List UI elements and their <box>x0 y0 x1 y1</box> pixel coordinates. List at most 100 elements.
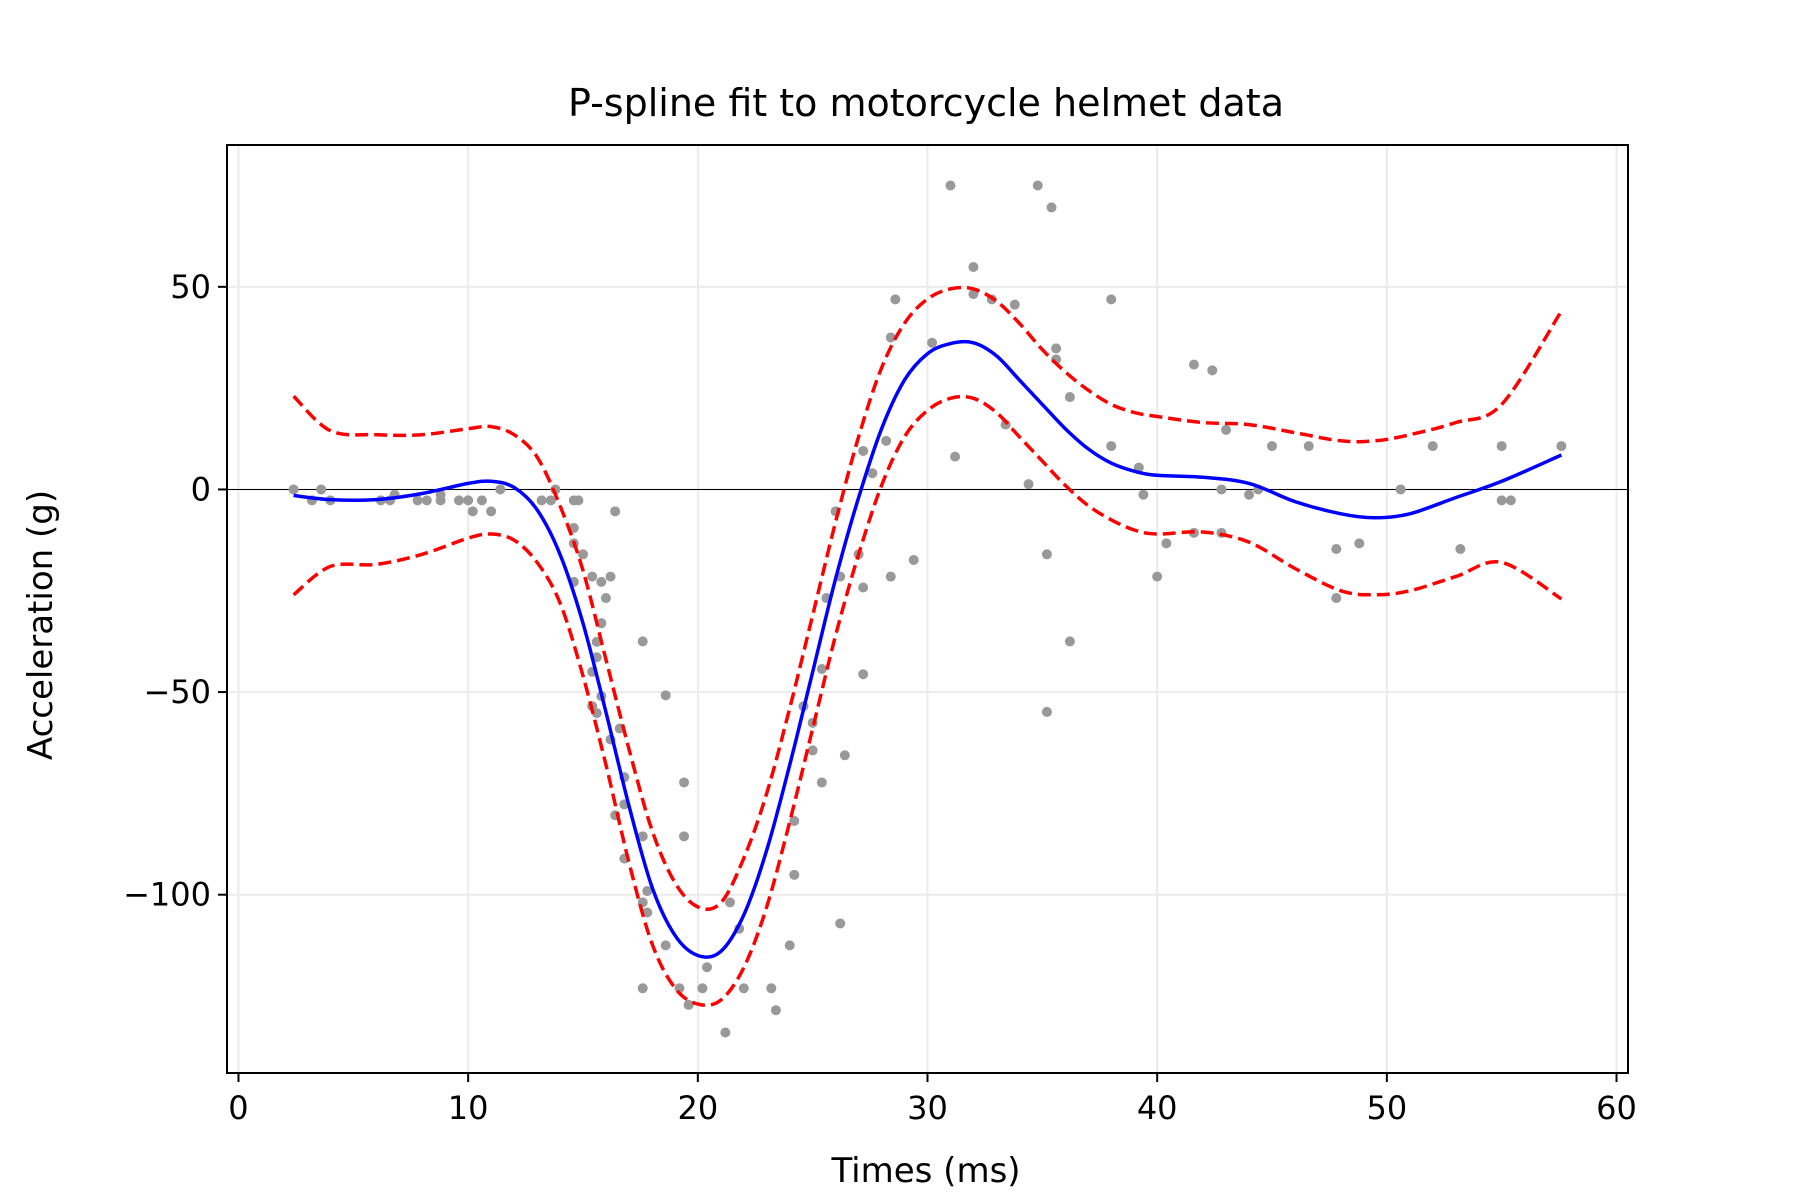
data-point <box>1221 424 1232 435</box>
y-tick-label: 0 <box>191 470 211 508</box>
data-point <box>968 261 979 272</box>
data-point <box>908 554 919 565</box>
data-point <box>1395 484 1406 495</box>
data-point <box>288 484 299 495</box>
data-point <box>1207 365 1218 376</box>
data-point <box>467 506 478 517</box>
data-point <box>642 907 653 918</box>
data-point <box>679 777 690 788</box>
data-point <box>573 495 584 506</box>
data-point <box>1556 441 1567 452</box>
data-point <box>1455 544 1466 555</box>
data-point <box>1161 538 1172 549</box>
data-point <box>1267 441 1278 452</box>
lower-band-line <box>292 394 1563 1008</box>
chart-title: P-spline fit to motorcycle helmet data <box>568 81 1284 125</box>
data-point <box>1106 441 1117 452</box>
data-point <box>890 294 901 305</box>
data-point <box>1354 538 1365 549</box>
x-tick-label: 40 <box>1137 1089 1178 1127</box>
x-tick-label: 30 <box>907 1089 948 1127</box>
data-point <box>766 983 777 994</box>
data-point <box>724 897 735 908</box>
data-point <box>1331 544 1342 555</box>
data-point <box>807 745 818 756</box>
data-point <box>1427 441 1438 452</box>
data-point <box>435 495 446 506</box>
data-point <box>463 495 474 506</box>
data-point <box>642 886 653 897</box>
data-point <box>816 777 827 788</box>
y-tick-label: −100 <box>123 876 211 914</box>
data-point <box>789 869 800 880</box>
data-point <box>674 983 685 994</box>
data-point <box>1216 484 1227 495</box>
fit-line <box>293 339 1563 959</box>
data-point <box>637 636 648 647</box>
x-tick-label: 0 <box>228 1089 248 1127</box>
data-point <box>816 663 827 674</box>
data-point <box>950 451 961 462</box>
data-point <box>784 940 795 951</box>
data-point <box>697 983 708 994</box>
data-point <box>1188 359 1199 370</box>
data-point <box>591 708 602 719</box>
x-axis-label: Times (ms) <box>830 1151 1020 1191</box>
data-point <box>476 495 487 506</box>
data-point <box>605 571 616 582</box>
data-point <box>945 180 956 191</box>
data-point <box>881 435 892 446</box>
data-point <box>1041 706 1052 717</box>
data-point <box>1505 495 1516 506</box>
data-point <box>1032 180 1043 191</box>
x-tick-label: 60 <box>1596 1089 1637 1127</box>
data-point <box>885 332 896 343</box>
x-tick-label: 10 <box>448 1089 489 1127</box>
data-point <box>1138 489 1149 500</box>
data-point <box>858 445 869 456</box>
data-point <box>637 983 648 994</box>
data-point <box>839 750 850 761</box>
data-point <box>1331 593 1342 604</box>
plot-area: 0 10 20 30 40 50 60 −100 −50 0 50 <box>123 144 1637 1127</box>
data-point <box>536 495 547 506</box>
data-point <box>683 999 694 1010</box>
upper-band-line <box>292 285 1563 911</box>
data-point <box>486 506 497 517</box>
data-point <box>1106 294 1117 305</box>
data-point <box>1023 479 1034 490</box>
data-point <box>789 815 800 826</box>
data-point <box>1496 441 1507 452</box>
data-point <box>453 495 464 506</box>
data-point <box>927 337 938 348</box>
data-point <box>412 495 423 506</box>
data-point <box>660 690 671 701</box>
data-point <box>1064 636 1075 647</box>
x-tick-label: 20 <box>677 1089 718 1127</box>
data-point <box>835 918 846 929</box>
x-tick-label: 50 <box>1366 1089 1407 1127</box>
y-axis-label: Acceleration (g) <box>21 490 61 760</box>
data-point <box>596 576 607 587</box>
data-point <box>858 582 869 593</box>
data-point <box>660 940 671 951</box>
data-point <box>1064 392 1075 403</box>
y-tick-label: −50 <box>143 673 211 711</box>
data-point <box>968 289 979 300</box>
data-point <box>1009 299 1020 310</box>
data-point <box>600 593 611 604</box>
data-point <box>1152 571 1163 582</box>
data-point <box>720 1027 731 1038</box>
data-point <box>770 1005 781 1016</box>
data-point <box>421 495 432 506</box>
data-point <box>495 484 506 495</box>
data-point <box>1051 343 1062 354</box>
data-point <box>587 571 598 582</box>
data-point <box>545 495 556 506</box>
data-point <box>679 831 690 842</box>
data-point <box>1496 495 1507 506</box>
data-point <box>702 962 713 973</box>
data-point <box>867 468 878 479</box>
